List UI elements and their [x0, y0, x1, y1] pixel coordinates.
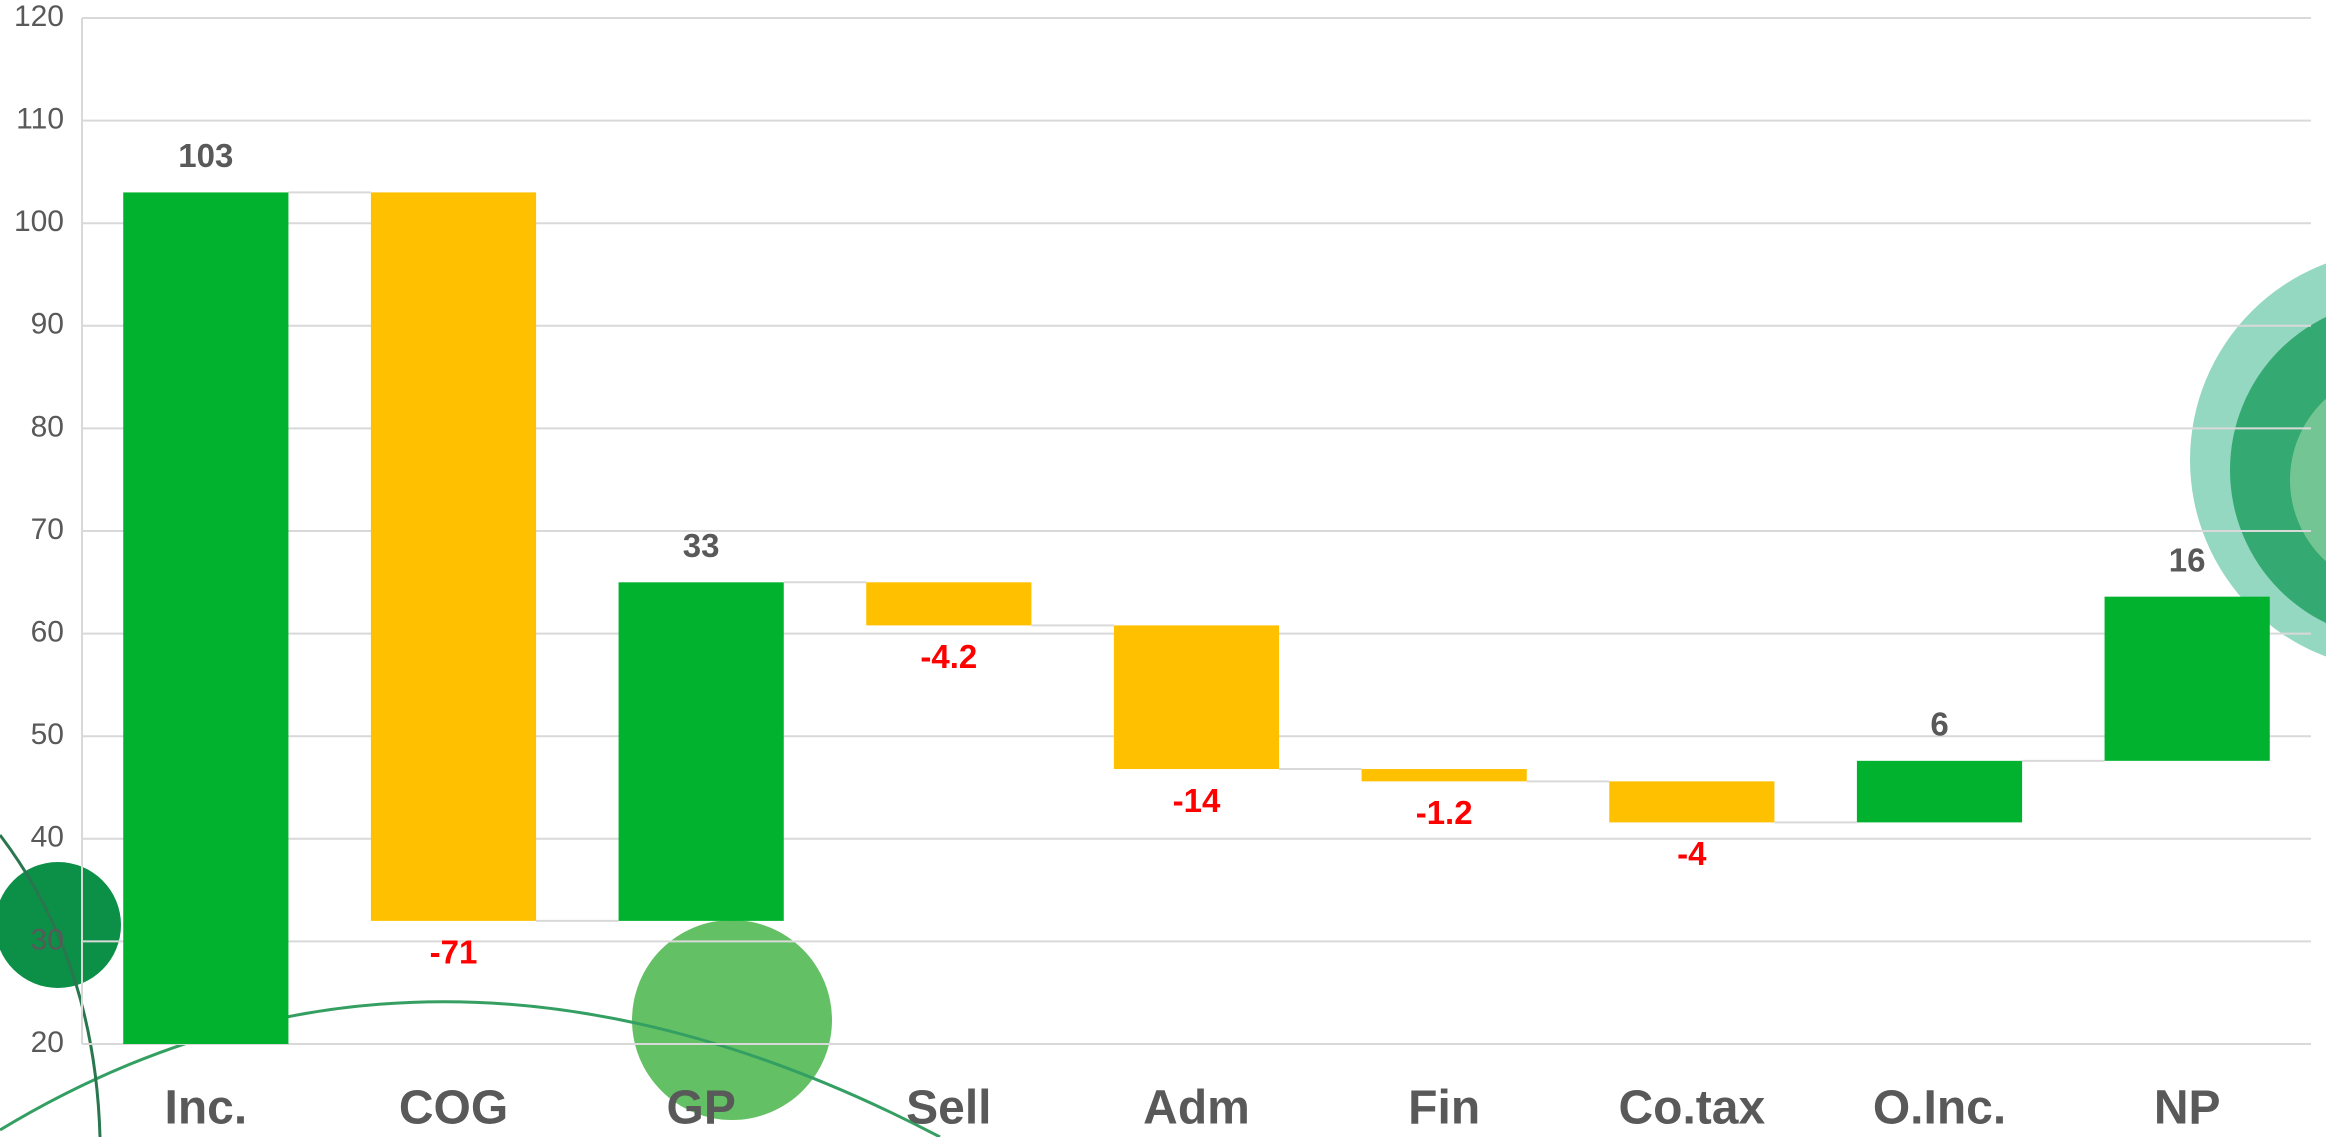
- x-tick-label: O.Inc.: [1873, 1082, 2006, 1135]
- x-tick-label: Co.tax: [1618, 1082, 1765, 1135]
- y-tick-label: 110: [16, 103, 64, 136]
- bar: [1609, 781, 1774, 822]
- bar: [1857, 761, 2022, 823]
- bar: [619, 582, 784, 921]
- y-tick-label: 120: [14, 0, 64, 33]
- x-tick-label: NP: [2154, 1082, 2221, 1135]
- chart: 20 30 40 50 60 70 80 90 100 110 120 103 Inc. -71 COG 33…: [0, 0, 2326, 1137]
- bar: [866, 582, 1031, 625]
- y-tick-label: 50: [31, 718, 64, 751]
- bar: [1114, 625, 1279, 769]
- value-label: -1.2: [1416, 794, 1473, 831]
- y-tick-label: 30: [31, 923, 64, 956]
- value-label: 103: [178, 137, 233, 174]
- x-tick-label: GP: [666, 1082, 735, 1135]
- x-tick-label: Adm: [1143, 1082, 1250, 1135]
- y-tick-label: 90: [31, 308, 64, 341]
- y-tick-label: 80: [31, 410, 64, 443]
- y-tick-label: 20: [31, 1026, 64, 1059]
- x-tick-label: COG: [399, 1082, 508, 1135]
- bar: [1362, 769, 1527, 781]
- y-tick-label: 40: [31, 821, 64, 854]
- value-label: 33: [683, 527, 720, 564]
- value-label: -4: [1677, 835, 1707, 872]
- y-tick-label: 70: [31, 513, 64, 546]
- bar: [2105, 597, 2270, 761]
- y-tick-label: 100: [14, 205, 64, 238]
- x-tick-label: Inc.: [164, 1082, 247, 1135]
- value-label: -4.2: [920, 638, 977, 675]
- y-tick-label: 60: [31, 616, 64, 649]
- bar: [371, 192, 536, 920]
- value-label: -14: [1173, 782, 1221, 819]
- value-label: 16: [2169, 541, 2206, 578]
- bar: [123, 192, 288, 1044]
- value-label: 6: [1930, 706, 1948, 743]
- page: 20 30 40 50 60 70 80 90 100 110 120 103 Inc. -71 COG 33…: [0, 0, 2326, 1137]
- x-tick-label: Sell: [906, 1082, 991, 1135]
- value-label: -71: [430, 934, 478, 971]
- x-tick-label: Fin: [1408, 1082, 1480, 1135]
